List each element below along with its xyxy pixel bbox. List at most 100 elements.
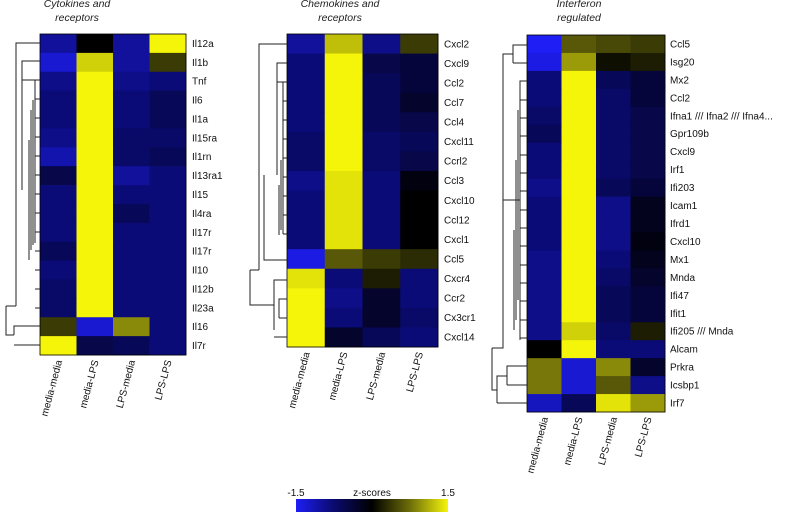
colorbar-min-label: -1.5 [287, 488, 305, 499]
panel-interferon: Interferon regulated Ccl5 Isg20 Mx2 Ccl2 Ifn… [526, 0, 773, 475]
heat-cell-cxcl9-lps-media [362, 53, 401, 74]
row-label: Il6 [192, 96, 203, 107]
row-label: Il1b [192, 58, 209, 69]
row-label: Cxcl10 [670, 237, 701, 248]
heat-cell-icam1-media-lps [561, 196, 597, 215]
heat-cell-il23a-lps-media [113, 298, 150, 318]
heat-cell-ifit1-lps-media [596, 304, 631, 323]
heat-cell-ccr2-lps-lps [400, 288, 439, 309]
heat-cell-irf1-lps-lps [630, 160, 666, 180]
row-label: Ccl4 [444, 118, 464, 129]
heat-cell-cx3cr1-lps-lps [400, 307, 439, 328]
heat-cell-cxcl11-lps-lps [400, 131, 439, 152]
heat-cell-tnf-lps-lps [149, 71, 187, 92]
heat-cell-il15ra-media-media [40, 128, 77, 148]
heat-cell-il12b-media-media [40, 279, 77, 299]
row-label: Il12a [192, 39, 214, 50]
heat-cell-alcam-media-lps [561, 340, 597, 359]
heat-cell-cxcr4-lps-media [362, 268, 401, 289]
panel-title-line-2: receptors [55, 12, 100, 24]
heat-cell-cxcl10-media-media [287, 190, 326, 211]
heat-cell-il7r-lps-media [113, 336, 150, 356]
panel-title-line-2: receptors [318, 12, 363, 24]
heat-cell-il17r-lps-media [113, 241, 150, 261]
heat-cell-cxcl10-lps-lps [630, 232, 666, 251]
heat-cell-mnda-lps-media [596, 268, 631, 287]
heat-cell-ccl3-media-media [287, 170, 326, 191]
heat-cell-ccr2-media-lps [324, 288, 363, 309]
row-label: Ccrl2 [444, 157, 468, 168]
heat-cell-il6-lps-media [113, 90, 150, 110]
heat-cell-ccr2-lps-media [362, 288, 401, 309]
heat-cell-ifit1-lps-lps [630, 304, 666, 323]
row-label: Cxcl2 [444, 39, 469, 50]
heat-cell-il12b-media-lps [76, 279, 114, 299]
heat-cell-il10-lps-lps [149, 260, 187, 280]
heat-cell-ifna1-ifna2-ifna4-lps-media [596, 106, 631, 126]
heat-cell-il15-media-media [40, 185, 77, 205]
row-label: Cx3cr1 [444, 313, 476, 324]
heat-cell-il1a-media-media [40, 109, 77, 129]
row-label: Cxcl9 [444, 59, 469, 70]
row-label: Il1a [192, 114, 209, 125]
row-label: Il15ra [192, 133, 217, 144]
colorbar-title: z-scores [353, 488, 391, 499]
heat-cell-ifi205-mnda-lps-lps [630, 322, 666, 341]
heat-cell-il16-media-lps [76, 317, 114, 337]
heat-cell-il6-media-lps [76, 90, 114, 110]
heat-cell-mx2-media-lps [561, 70, 597, 90]
heat-cell-prkra-lps-lps [630, 358, 666, 377]
heat-cell-il13ra1-lps-media [113, 166, 150, 186]
heat-cell-ccl4-lps-media [362, 112, 401, 133]
heat-cell-ccl5-media-media [527, 35, 562, 54]
heat-cell-il16-media-media [40, 317, 77, 337]
heat-cell-il7r-lps-lps [149, 336, 187, 356]
heat-cell-il12b-lps-lps [149, 279, 187, 299]
heat-cell-ccl3-lps-lps [400, 170, 439, 191]
heat-cell-il12a-lps-lps [149, 34, 187, 54]
row-label: Tnf [192, 77, 207, 88]
heat-cell-gpr109b-lps-lps [630, 124, 666, 144]
heat-cell-il1rn-lps-media [113, 147, 150, 167]
heat-cell-il17r-lps-lps [149, 241, 187, 261]
heat-cell-cxcl1-media-media [287, 229, 326, 250]
heat-cell-irf7-media-lps [561, 394, 597, 413]
heat-cell-ccl7-media-media [287, 92, 326, 113]
heat-cell-cxcl10-lps-media [596, 232, 631, 251]
row-label: Ccl2 [670, 93, 690, 104]
heat-cell-ccl4-media-media [287, 112, 326, 133]
heat-cell-il23a-lps-lps [149, 298, 187, 318]
heat-cell-ccl2-lps-lps [400, 73, 439, 94]
heat-cell-cxcl1-lps-media [362, 229, 401, 250]
heat-cell-ifrd1-lps-media [596, 214, 631, 233]
heat-cell-tnf-media-lps [76, 71, 114, 92]
heat-cell-cxcl14-lps-media [362, 327, 401, 348]
heat-cell-alcam-media-media [527, 340, 562, 359]
row-label: Prkra [670, 363, 694, 374]
heat-cell-ccrl2-lps-lps [400, 151, 439, 172]
heat-cell-il4ra-lps-media [113, 203, 150, 224]
heat-cell-mx1-lps-lps [630, 250, 666, 269]
heat-cell-il7r-media-media [40, 336, 77, 356]
row-label: Il16 [192, 322, 209, 333]
heat-cell-isg20-lps-lps [630, 52, 666, 72]
heat-cell-il1b-media-media [40, 52, 77, 73]
heat-cell-ifi47-lps-media [596, 286, 631, 305]
heat-cell-prkra-media-media [527, 358, 562, 377]
heat-cell-ccl5-lps-media [362, 249, 401, 270]
column-label-media-lps: media-LPS [78, 359, 102, 410]
panel-title-line-1: Chemokines and [301, 0, 381, 10]
heat-cell-il1b-media-lps [76, 52, 114, 73]
colorbar-max-label: 1.5 [441, 488, 455, 499]
heat-cell-mnda-lps-lps [630, 268, 666, 287]
heat-cell-cxcl2-media-lps [324, 34, 363, 54]
heat-cell-mx1-media-media [527, 250, 562, 269]
heat-cell-il15-lps-lps [149, 185, 187, 205]
heat-cell-icam1-lps-media [596, 196, 631, 215]
heat-cell-il15ra-lps-media [113, 128, 150, 148]
heat-cell-ifna1-ifna2-ifna4-media-lps [561, 106, 597, 126]
heat-cell-gpr109b-media-media [527, 124, 562, 144]
dendrogram-interferon [491, 44, 527, 404]
heat-cell-il12a-media-lps [76, 34, 114, 54]
